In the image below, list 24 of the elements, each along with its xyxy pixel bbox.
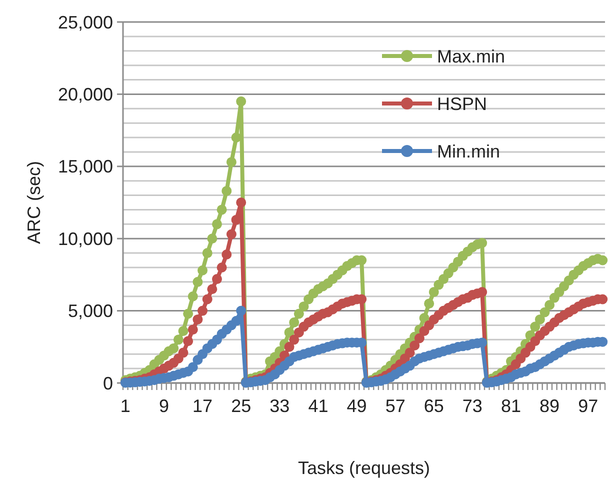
y-tick-label: 5,000 <box>68 301 113 322</box>
x-tick-label: 49 <box>346 396 367 416</box>
x-tick-label: 25 <box>231 396 252 416</box>
x-tick-label: 89 <box>540 396 560 416</box>
y-tick-label: 10,000 <box>58 228 113 249</box>
x-tick-label: 97 <box>578 396 598 416</box>
x-tick-label: 9 <box>158 396 169 416</box>
x-tick-label: 41 <box>308 396 328 416</box>
y-tick-label: 20,000 <box>58 84 113 104</box>
x-tick-label: 17 <box>192 396 213 416</box>
x-tick-label: 65 <box>424 396 444 416</box>
x-tick-label: 81 <box>500 396 522 416</box>
x-tick-label: 1 <box>120 396 130 416</box>
y-tick-label: 15,000 <box>58 156 113 177</box>
legend-label: Min.min <box>437 141 500 162</box>
legend-label: Max.min <box>437 46 506 66</box>
x-tick-label: 73 <box>462 396 482 416</box>
legend-label: HSPN <box>437 94 488 114</box>
x-axis-title: Tasks (requests) <box>298 458 430 478</box>
y-tick-label: 25,000 <box>58 12 113 32</box>
y-axis-title: ARC (sec) <box>24 160 44 244</box>
x-tick-label: 33 <box>270 396 290 416</box>
x-tick-label: 57 <box>385 396 406 416</box>
y-tick-label: 0 <box>102 373 113 394</box>
